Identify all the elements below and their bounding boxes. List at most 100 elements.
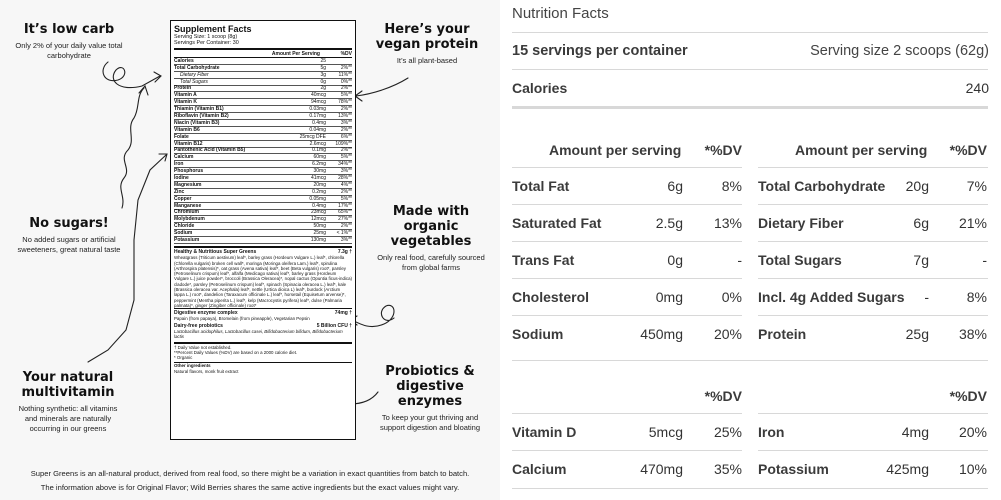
label-row-amount: 25: [320, 57, 326, 64]
enzyme-amount: 74mg †: [334, 310, 352, 317]
nutrient-name: Saturated Fat: [512, 215, 602, 231]
label-col-amount: Amount Per Serving: [271, 50, 320, 57]
label-row-dv: 2%**: [340, 106, 352, 113]
label-row: Niacin (Vitamin B3) 0.4mg 3%**: [174, 120, 352, 127]
nutrition-title: Nutrition Facts: [512, 5, 609, 22]
nutrient-name: Dietary Fiber: [758, 215, 844, 231]
label-row-name: Pantothenic Acid (Vitamin B5): [174, 147, 246, 154]
claim-organic-vegetables: Made with organic vegetables Only real f…: [372, 204, 490, 273]
disclaimer-line: Super Greens is an all-natural product, …: [30, 469, 470, 478]
label-row-dv: 17%**: [338, 202, 352, 209]
divider: [512, 315, 742, 316]
label-row-amount: 0.04mg: [309, 126, 326, 133]
label-row-dv: 3%**: [340, 237, 352, 243]
label-row-amount: 0.17mg: [309, 112, 326, 119]
label-row-amount: 20mg: [313, 181, 326, 188]
probiotic-amount: 5 Billion CFU †: [316, 322, 352, 329]
label-row: Vitamin K 94mcg 78%**: [174, 99, 352, 107]
label-row-dv: < 1%**: [336, 230, 352, 237]
label-row-dv: 2%**: [340, 85, 352, 92]
label-row-amount: 0.4mg: [312, 119, 326, 126]
label-row-name: Manganese: [174, 202, 202, 209]
label-row: Phosphorus 30mg 3%**: [174, 168, 352, 176]
calories-value: 240: [965, 80, 989, 96]
label-row-name: Folate: [174, 133, 189, 140]
label-row: Iron 6.2mg 34%**: [174, 161, 352, 169]
label-divider: [174, 308, 352, 310]
divider: [758, 278, 988, 279]
label-row: Total Sugars 0g 0%**: [174, 79, 352, 86]
nutrient-amount: 0g: [667, 252, 683, 268]
claim-text: It’s all plant-based: [396, 56, 458, 65]
divider: [512, 450, 742, 451]
label-row-name: Vitamin K: [174, 99, 197, 106]
nutrient-dv: 7%: [966, 178, 987, 194]
serving-size: Serving size 2 scoops (62g): [810, 43, 989, 59]
footnote: **Percent Daily Values (%DV) are based o…: [174, 349, 298, 355]
label-servings-per-container: Servings Per Container: 30: [174, 40, 239, 46]
label-row: Calories 25: [174, 58, 352, 65]
disclaimer: Super Greens is an all-natural product, …: [0, 467, 500, 495]
divider: [758, 413, 988, 414]
nutrient-dv: 38%: [958, 326, 987, 342]
enzyme-header: Digestive enzyme complex 74mg †: [174, 310, 352, 316]
claim-title: Made with organic vegetables: [390, 204, 472, 249]
label-row-name: Zinc: [174, 188, 185, 195]
label-row-amount: 40mcg: [310, 92, 326, 99]
nutrient-amount: -: [924, 289, 929, 305]
claim-multivitamin: Your natural multivitamin Nothing synthe…: [12, 370, 124, 434]
divider: [512, 241, 742, 242]
label-row-name: Total Sugars: [180, 78, 208, 85]
divider: [512, 413, 742, 414]
greens-blend-header: Healthy & Nutritious Super Greens 7.3g †: [174, 249, 352, 255]
label-row: Chloride 50mg 2%**: [174, 223, 352, 231]
label-row-dv: 4%**: [340, 181, 352, 188]
divider: [512, 69, 988, 70]
label-row-dv: 2%**: [340, 64, 352, 71]
label-title: Supplement Facts: [174, 24, 252, 34]
label-row-name: Chromium: [174, 209, 199, 216]
nutrient-dv: 21%: [958, 215, 987, 231]
nutrient-name: Protein: [758, 326, 807, 342]
label-row-amount: 30mg: [313, 168, 326, 175]
label-row-name: Chloride: [174, 223, 195, 230]
label-row: Chromium 23mcg 65%**: [174, 209, 352, 217]
label-row-amount: 41mcg: [310, 174, 326, 181]
divider: [758, 241, 988, 242]
nutrient-amount: 7g: [913, 252, 929, 268]
footnote: * Organic: [174, 355, 193, 361]
label-row-name: Magnesium: [174, 181, 202, 188]
footnote: † Daily Value not established.: [174, 344, 232, 350]
label-row-name: Iron: [174, 161, 184, 168]
label-row-amount: 50mg: [313, 223, 326, 230]
label-row: Thiamin (Vitamin B1) 0.03mg 2%**: [174, 106, 352, 114]
divider: [758, 315, 988, 316]
label-row-name: Sodium: [174, 230, 193, 237]
nutrient-name: Cholesterol: [512, 289, 590, 305]
divider: [758, 204, 988, 205]
label-row-dv: 109%**: [335, 140, 352, 147]
label-row-name: Phosphorus: [174, 168, 204, 175]
nutrient-amount: 6g: [913, 215, 929, 231]
nutrient-name: Total Sugars: [758, 252, 842, 268]
label-row-name: Potassium: [174, 237, 200, 243]
label-row-dv: 5%**: [340, 92, 352, 99]
divider: [512, 204, 742, 205]
claim-title: No sugars!: [29, 216, 109, 231]
nutrient-amount: 2.5g: [655, 215, 683, 231]
right-col-amount-header: Amount per serving: [795, 142, 928, 158]
label-divider: [174, 341, 352, 344]
claim-title: Probiotics & digestive enzymes: [385, 364, 475, 409]
label-row-name: Thiamin (Vitamin B1): [174, 106, 224, 113]
nutrient-dv: -: [982, 252, 987, 268]
claim-text: Nothing synthetic: all vitamins and mine…: [18, 404, 118, 433]
nutrient-dv: 8%: [721, 178, 742, 194]
label-row-amount: 2.6mcg: [309, 140, 326, 147]
nutrient-dv: 25%: [713, 424, 742, 440]
label-row: Vitamin B12 2.6mcg 109%**: [174, 141, 352, 148]
label-row-name: Vitamin B6: [174, 126, 200, 133]
nutrient-amount: 425mg: [886, 461, 929, 477]
divider: [758, 167, 988, 168]
divider-thick: [512, 106, 988, 109]
label-row-dv: 3%**: [340, 168, 352, 175]
